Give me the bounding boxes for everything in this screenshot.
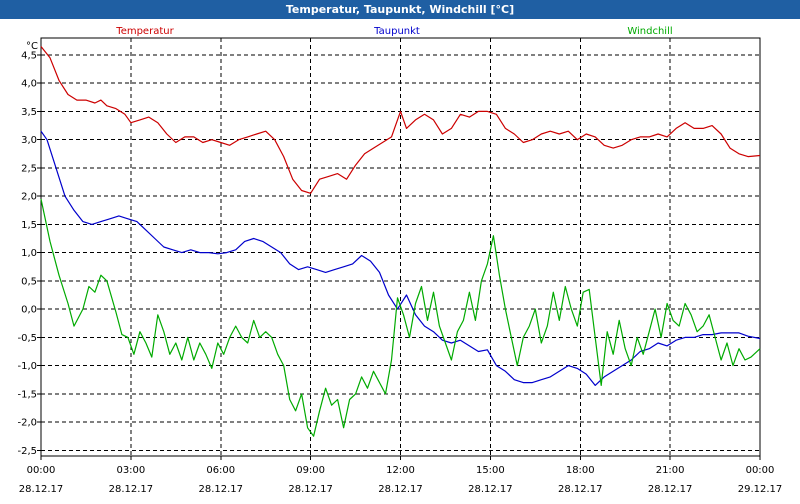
x-tick-date-label: 28.12.17 (288, 484, 333, 495)
y-tick-label: 1,5 (21, 220, 37, 231)
series-line-taupunkt (40, 130, 761, 386)
y-tick-label: -1,0 (17, 361, 37, 372)
x-tick-date-label: 28.12.17 (558, 484, 603, 495)
plot-border (40, 37, 761, 457)
y-tick-label: 2,0 (21, 192, 37, 203)
y-tick-label: 3,0 (21, 135, 37, 146)
x-tick-time-label: 09:00 (296, 465, 325, 476)
y-tick-label: -2,0 (17, 418, 37, 429)
x-tick-time-label: 00:00 (27, 465, 56, 476)
y-tick-label: 0,5 (21, 276, 37, 287)
legend-label-taupunkt: Taupunkt (373, 26, 420, 37)
x-tick-date-label: 28.12.17 (378, 484, 423, 495)
legend-label-windchill: Windchill (627, 26, 672, 37)
y-axis-unit-label: °C (26, 41, 38, 52)
x-tick-date-label: 29.12.17 (738, 484, 783, 495)
x-tick-date-label: 28.12.17 (648, 484, 693, 495)
window-title: Temperatur, Taupunkt, Windchill [°C] (0, 0, 800, 19)
y-tick-label: 3,5 (21, 107, 37, 118)
plot-area (41, 38, 760, 456)
x-tick-date-label: 28.12.17 (468, 484, 513, 495)
x-tick-date-label: 28.12.17 (19, 484, 64, 495)
x-tick-time-label: 15:00 (476, 465, 505, 476)
x-tick-time-label: 00:00 (746, 465, 775, 476)
x-tick-date-label: 28.12.17 (109, 484, 154, 495)
temperature-chart: 4,5 4,0 3,5 3,0 2,5 2,0 1,5 1,0 0,5 0,0 -0,5 -1,0 -1… (17, 26, 783, 495)
x-tick-time-label: 03:00 (116, 465, 145, 476)
x-tick-time-label: 12:00 (386, 465, 415, 476)
y-tick-label: 4,5 (21, 50, 37, 61)
y-tick-label: 0,0 (21, 305, 37, 316)
legend-label-temperatur: Temperatur (115, 26, 174, 37)
y-tick-label: 4,0 (21, 79, 37, 90)
y-tick-label: 2,5 (21, 163, 37, 174)
x-tick-time-label: 06:00 (206, 465, 235, 476)
x-tick-date-label: 28.12.17 (198, 484, 243, 495)
y-tick-label: -2,5 (17, 446, 37, 457)
x-tick-time-label: 18:00 (566, 465, 595, 476)
y-tick-label: -1,5 (17, 389, 37, 400)
series-line-windchill (40, 198, 761, 437)
plot-frame: 4,5 4,0 3,5 3,0 2,5 2,0 1,5 1,0 0,5 0,0 -0,5 -1,0 -1… (0, 19, 800, 500)
series-line-temperatur (40, 46, 761, 194)
y-tick-label: -0,5 (17, 333, 37, 344)
x-tick-time-label: 21:00 (656, 465, 685, 476)
y-tick-label: 1,0 (21, 248, 37, 259)
